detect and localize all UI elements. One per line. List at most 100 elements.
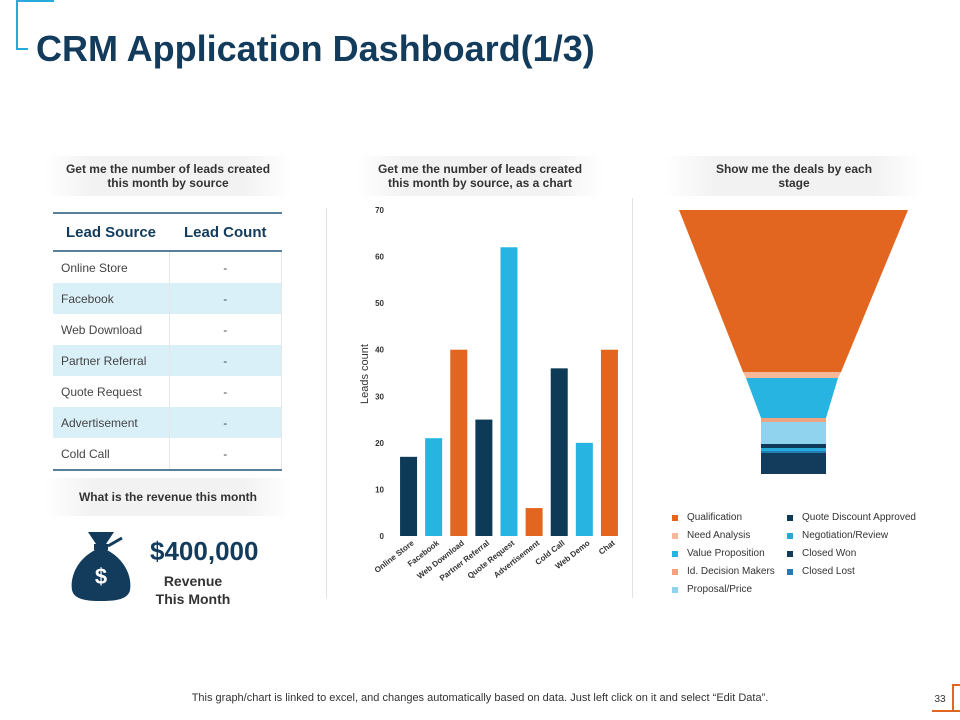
corner-accent-left [16,0,18,50]
bar-advertisement [525,508,543,536]
corner-accent-br-t [952,684,960,686]
legend-item: Quote Discount Approved [787,512,937,523]
corner-accent-bottom [16,48,28,50]
y-tick-label: 30 [375,392,384,401]
legend-item: Proposal/Price [672,584,787,595]
column-header-lead-count: Lead Count [169,212,282,252]
legend-item: Qualification [672,512,787,523]
legend-label: Id. Decision Makers [687,566,775,577]
lead-count-cell: - [169,407,282,438]
funnel-stage-qualification [679,210,908,372]
legend-item: Closed Lost [787,566,937,577]
lead-source-cell: Web Download [53,314,170,345]
page-number: 33 [934,694,946,705]
bar-quote-request [500,247,518,536]
bar-web-download [450,349,468,536]
legend-item: Value Proposition [672,548,787,559]
bar-online-store [400,456,418,536]
funnel-stage-closed-lost [761,451,826,453]
legend-label: Closed Lost [802,566,855,577]
chart-card-heading: Get me the number of leads created this … [356,156,604,196]
footer-note: This graph/chart is linked to excel, and… [191,692,769,704]
revenue-card-heading: What is the revenue this month [44,478,292,516]
legend-label: Proposal/Price [687,584,753,595]
table-row: Quote Request - [53,376,282,407]
dollar-sign: $ [95,564,107,589]
lead-source-cell: Quote Request [53,376,170,407]
revenue-amount: $400,000 [150,536,259,566]
table-row: Advertisement - [53,407,282,438]
bar-chat [600,349,618,536]
funnel-stage-negotiation [761,448,826,451]
funnel-stage-value-proposition [746,378,838,418]
legend-swatch [672,586,678,593]
x-tick-label: Online Store [373,538,416,575]
y-tick-label: 70 [375,206,384,215]
legend-label: Closed Won [802,548,857,559]
legend-swatch [672,514,678,521]
corner-accent-br-v [952,684,954,712]
lead-count-cell: - [169,345,282,376]
revenue-label: Revenue This Month [155,573,231,607]
legend-swatch [787,532,793,539]
bar-web-demo [575,442,593,536]
leads-table: Lead Source Lead Count Online Store - Fa… [53,212,282,471]
lead-count-cell: - [169,438,282,471]
table-row: Web Download - [53,314,282,345]
legend-swatch [672,568,678,575]
y-tick-label: 0 [380,532,385,541]
y-tick-label: 40 [375,346,384,355]
funnel-stage-quote-discount [761,444,826,448]
funnel-stage-decision-makers [761,418,826,422]
leads-table-header: Lead Source Lead Count [53,212,282,252]
x-tick-label: Chat [597,538,617,556]
funnel-legend: Qualification Quote Discount Approved Ne… [672,512,942,595]
leads-card-heading: Get me the number of leads created this … [44,156,292,196]
legend-item: Id. Decision Makers [672,566,787,577]
bar-partner-referral [475,419,493,536]
lead-source-cell: Online Store [53,251,170,283]
money-bag-icon: $ [71,532,131,601]
lead-count-cell: - [169,251,282,283]
table-row: Online Store - [53,251,282,283]
funnel-stage-closed-won [761,451,826,474]
deals-funnel-chart [679,210,908,474]
y-tick-label: 60 [375,253,384,262]
y-tick-label: 20 [375,439,384,448]
bar-facebook [425,438,443,536]
bar-cold-call [550,368,568,536]
page-title: CRM Application Dashboard(1/3) [36,28,595,69]
lead-count-cell: - [169,314,282,345]
legend-item: Negotiation/Review [787,530,937,541]
lead-count-cell: - [169,283,282,314]
column-header-lead-source: Lead Source [53,212,169,252]
legend-swatch [672,550,678,557]
lead-source-cell: Facebook [53,283,170,314]
table-row: Partner Referral - [53,345,282,376]
corner-accent-top [16,0,54,2]
legend-label: Qualification [687,512,743,523]
lead-source-cell: Advertisement [53,407,170,438]
legend-swatch [787,514,793,521]
legend-item: Closed Won [787,548,937,559]
y-tick-label: 10 [375,485,384,494]
legend-label: Need Analysis [687,530,751,541]
funnel-stage-proposal-price [761,422,826,444]
legend-label: Value Proposition [687,548,765,559]
table-row: Cold Call - [53,438,282,471]
divider-left [326,208,327,598]
lead-source-cell: Cold Call [53,438,170,471]
legend-swatch [787,568,793,575]
corner-accent-br-h [932,710,960,712]
y-axis-label: Leads count [359,344,371,404]
divider-right [632,198,633,598]
legend-swatch [787,550,793,557]
lead-source-cell: Partner Referral [53,345,170,376]
legend-label: Quote Discount Approved [802,512,916,523]
y-tick-label: 50 [375,299,384,308]
legend-swatch [672,532,678,539]
table-row: Facebook - [53,283,282,314]
legend-item: Need Analysis [672,530,787,541]
funnel-stage-need-analysis [743,372,841,378]
